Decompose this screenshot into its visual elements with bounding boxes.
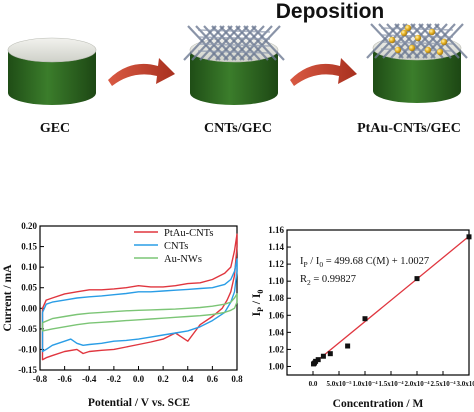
x-tick-label: 1.5x10⁻⁴ [378,380,404,388]
y-tick-label: 1.12 [268,259,284,269]
x-tick-label: 5.0x10⁻⁵ [326,380,351,388]
nanotube-mesh [183,25,285,61]
ptau-particle [408,44,416,52]
electrode-ptau-cnts-gec-body [373,48,461,103]
x-tick-label: 0.0 [309,380,318,388]
calibration-y-axis-label: IP / I0 [251,290,265,317]
cv-x-axis-label: Potential / V vs. SCE [88,397,190,409]
ptau-particle [400,29,408,37]
data-point [315,357,321,363]
deposition-scheme: Deposition GEC CNTs/GEC PtAu-CNTs/GEC [7,0,468,136]
x-tick-label: 0.0 [133,374,145,384]
y-tick-label: 1.06 [268,310,284,320]
calibration-points [311,234,472,367]
x-tick-label: -0.4 [82,374,97,384]
ptau-particle [436,48,444,56]
data-point [414,276,420,282]
x-tick-label: 0.8 [231,374,243,384]
y-tick-label: 1.16 [268,225,284,235]
ptau-particle [424,46,432,54]
ptau-particle [440,38,448,46]
electrode-gec-body [8,50,96,105]
ptau-particle [404,24,412,32]
cv-series [41,233,238,361]
calibration-fit-line [312,235,470,365]
calibration-axis-ticks: 0.0 5.0x10⁻⁵ 1.0x10⁻⁴ 1.5x10⁻⁴ 2.0x10⁻⁴ 2.5x1… [268,225,474,388]
cv-curve-cnts [41,258,238,353]
y-tick-label: 1.10 [268,276,284,286]
y-tick-label: 0.20 [21,221,37,231]
y-tick-label: 1.14 [268,242,284,252]
ptau-particle [414,34,422,42]
nanotube-strand [197,36,271,40]
step-label-gec: GEC [40,121,70,136]
scheme-title: Deposition [276,0,385,23]
data-point [362,316,368,322]
y-tick-label: 1.00 [268,361,284,371]
nanotube-strand [380,27,454,31]
cv-y-axis-label: Current / mA [2,264,14,332]
calibration-x-axis-label: Concentration / M [333,398,424,410]
x-tick-label: 0.6 [207,374,219,384]
ptau-particle [388,36,396,44]
y-tick-label: -0.05 [18,324,37,334]
fit-line [312,235,470,365]
calibration-chart: 0.0 5.0x10⁻⁵ 1.0x10⁻⁴ 1.5x10⁻⁴ 2.0x10⁻⁴ 2.5x1… [251,225,474,410]
step-label-ptau-cnts-gec: PtAu-CNTs/GEC [357,121,461,136]
cv-curve-au-nws [41,293,238,332]
y-tick-label: -0.15 [18,365,37,375]
data-point [345,343,351,349]
cv-plot-frame [39,225,238,371]
nanotube-strand [197,43,271,47]
step-label-cnts-gec: CNTs/GEC [204,121,272,136]
ptau-particle [428,28,436,36]
y-tick-label: 1.04 [268,327,284,337]
cv-chart: -0.8 -0.6 -0.4 -0.2 0.0 0.2 0.4 0.6 0.8 -0.15 -0.1… [2,221,243,409]
x-tick-label: -0.2 [107,374,122,384]
data-point [313,358,319,364]
x-tick-label: 1.0x10⁻⁴ [352,380,378,388]
electrode-gec [7,37,97,105]
nanotube-strand [197,29,271,33]
ptau-particle [394,46,402,54]
x-tick-label: -0.6 [58,374,73,384]
y-tick-label: 1.08 [268,293,284,303]
calibration-equation: IP / I0 = 499.68 C(M) + 1.0027 [300,256,429,269]
ptau-nanoparticles [388,24,448,56]
y-tick-label: -0.10 [18,344,37,354]
electrode-cnts-gec-body [190,50,278,105]
y-tick-label: 0.00 [21,303,37,313]
y-tick-label: 0.10 [21,262,37,272]
x-tick-label: 2.5x10⁻⁴ [430,380,456,388]
arrow-icon [290,58,357,86]
electrode-gec-top [7,37,97,63]
data-point [466,234,472,240]
legend-label-au-nws: Au-NWs [164,254,202,265]
x-tick-label: 0.4 [182,374,194,384]
calibration-plot-frame [286,229,470,376]
nanotube-strand [247,25,281,61]
x-tick-label: 2.0x10⁻⁴ [404,380,430,388]
cv-axis-ticks: -0.8 -0.6 -0.4 -0.2 0.0 0.2 0.4 0.6 0.8 -0.15 -0.1… [18,221,243,384]
y-tick-label: 0.05 [21,283,37,293]
nanotube-strand [197,50,271,54]
electrode-cnts-gec [183,25,285,105]
data-point [320,353,326,359]
data-point [327,351,333,357]
legend-label-cnts: CNTs [164,241,188,252]
y-tick-label: 1.02 [268,344,284,354]
cv-curve-ptau-cnts [41,233,238,361]
x-tick-label: -0.8 [33,374,48,384]
y-tick-label: 0.15 [21,242,37,252]
calibration-r2: R2 = 0.99827 [300,274,356,287]
x-tick-label: 0.2 [158,374,170,384]
legend-label-ptau-cnts: PtAu-CNTs [164,228,213,239]
cv-legend: PtAu-CNTs CNTs Au-NWs [134,228,213,265]
electrode-ptau-cnts-gec [366,23,468,103]
x-tick-label: 3.0x10⁻⁴ [456,380,474,388]
arrow-icon [108,58,175,86]
